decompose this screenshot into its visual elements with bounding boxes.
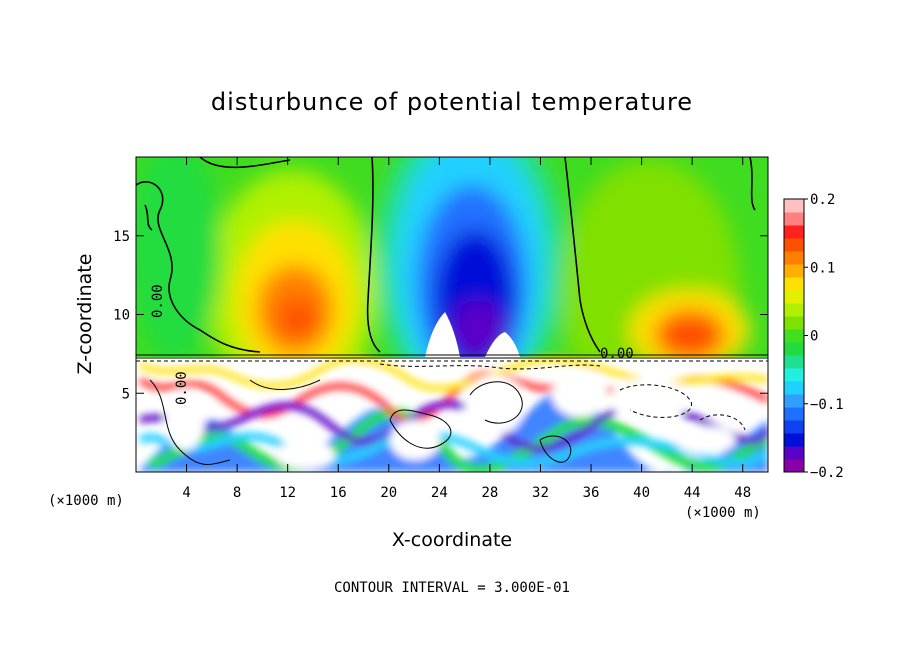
white-eddy-4 [610, 378, 690, 422]
contour-label-left: 0.00 [150, 284, 166, 318]
x-tick-label: 20 [380, 485, 397, 501]
contour-label-right: 0.00 [600, 346, 634, 362]
lower-contour-2 [389, 409, 452, 449]
white-eddy-3 [465, 375, 525, 435]
colorbar-tick-label: −0.2 [810, 465, 844, 481]
contour-sub-left [144, 204, 153, 231]
x-tick-label: 48 [734, 485, 751, 501]
x-unit-left: (×1000 m) [48, 493, 124, 509]
colorbar-swatch [784, 329, 804, 343]
upper-contours [136, 157, 756, 353]
plot-area: 0.00 0.00 0.00 [136, 157, 768, 472]
x-tick-label: 8 [233, 485, 241, 501]
contour-zero-center-left [366, 157, 381, 353]
white-spike-right [485, 332, 520, 357]
x-axis-ticks: 4 8 12 16 20 24 28 32 36 40 44 48 [182, 157, 751, 501]
y-tick-label: 10 [113, 308, 130, 324]
lower-turbulence [136, 356, 768, 472]
lower-contour-6 [539, 435, 572, 463]
colorbar-swatch [784, 251, 804, 265]
colorbar-swatch [784, 433, 804, 447]
colorbar-tick-label: 0.2 [810, 192, 835, 208]
colorbar-swatch [784, 420, 804, 434]
colorbar-swatch [784, 394, 804, 408]
x-axis-label: X-coordinate [392, 529, 512, 551]
y-tick-label: 5 [122, 386, 130, 402]
colorbar-swatch [784, 290, 804, 304]
colorbar-swatch [784, 225, 804, 239]
contour-zero-left [136, 181, 261, 353]
green-region-left [136, 157, 220, 360]
colorbar-tick-label: −0.1 [810, 397, 844, 413]
colorbar-swatch [784, 446, 804, 460]
turbulence-swirl-4 [139, 400, 768, 452]
colorbar-swatch [784, 342, 804, 356]
colorbar-swatch [784, 381, 804, 395]
white-eddy-2 [275, 441, 335, 469]
contour-sub-right [749, 157, 756, 211]
colorbar-tick-label: 0 [810, 329, 818, 345]
colorbar-swatch [784, 212, 804, 226]
colorbar-tick-label: 0.1 [810, 260, 835, 276]
colorbar-swatch [784, 277, 804, 291]
lower-contour-1 [149, 379, 231, 465]
white-spike-left [425, 312, 460, 357]
white-eddy-6 [675, 426, 735, 454]
lower-contour-4 [619, 384, 693, 418]
colorbar-swatch [784, 303, 804, 317]
x-tick-label: 44 [684, 485, 701, 501]
turbulence-swirl-2 [148, 408, 768, 472]
x-tick-label: 12 [279, 485, 296, 501]
x-tick-label: 36 [583, 485, 600, 501]
colorbar-swatch [784, 316, 804, 330]
x-tick-label: 28 [481, 485, 498, 501]
x-unit-right: (×1000 m) [685, 505, 761, 521]
colorbar-swatch [784, 407, 804, 421]
white-eddy-1 [390, 420, 440, 460]
warm-anomaly-right-core [655, 310, 725, 360]
contour-label-bottom-left: 0.00 [174, 371, 190, 405]
colorbar [783, 198, 805, 473]
x-tick-label: 24 [431, 485, 448, 501]
x-tick-label: 4 [182, 485, 190, 501]
y-tick-label: 15 [113, 229, 130, 245]
lower-contour-3 [469, 381, 523, 424]
interface-line-4 [379, 363, 601, 370]
white-eddy-7 [552, 373, 608, 417]
x-tick-label: 32 [532, 485, 549, 501]
contour-zero-center-right [564, 157, 601, 353]
warm-anomaly-left-center [278, 298, 318, 338]
colorbar-swatch [784, 355, 804, 369]
y-axis-label: Z-coordinate [74, 254, 96, 375]
colorbar-swatch [784, 264, 804, 278]
colorbar-swatch [784, 368, 804, 382]
colorbar-swatch [784, 459, 804, 473]
x-tick-label: 16 [330, 485, 347, 501]
white-eddy-5 [165, 390, 205, 450]
turbulence-swirl-1 [136, 388, 768, 472]
colorbar-ticks: 0.2 0.1 0 −0.1 −0.2 [804, 192, 844, 481]
y-axis-ticks: 5 10 15 [113, 229, 768, 402]
contour-zero-left-top [199, 157, 291, 169]
lower-contour-5 [249, 379, 321, 390]
colorbar-swatch [784, 199, 804, 213]
interface-contours [136, 354, 768, 370]
chart-title: disturbunce of potential temperature [211, 88, 693, 116]
contour-interval-text: CONTOUR INTERVAL = 3.000E-01 [334, 580, 570, 596]
colorbar-swatch [784, 238, 804, 252]
lower-contours [149, 379, 746, 465]
x-tick-label: 40 [633, 485, 650, 501]
